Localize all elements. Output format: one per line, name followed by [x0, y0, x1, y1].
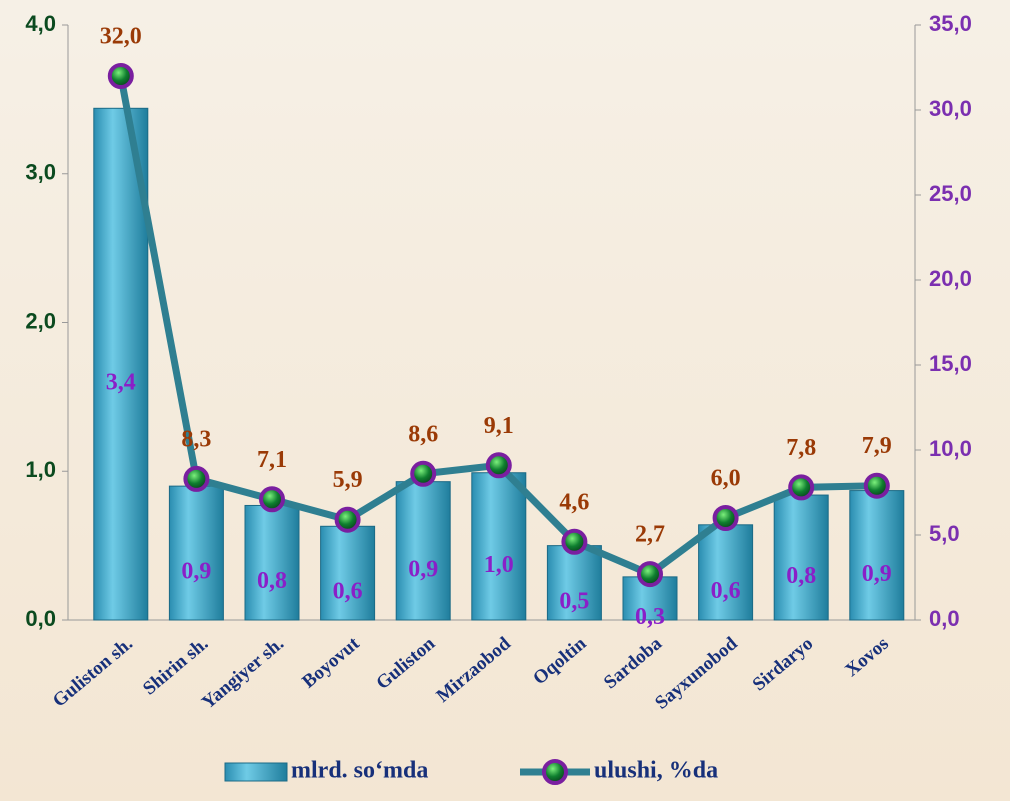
- y2-tick-label: 5,0: [929, 521, 960, 546]
- y2-tick-label: 20,0: [929, 266, 972, 291]
- line-label: 9,1: [484, 413, 514, 439]
- legend-marker: [544, 761, 566, 783]
- bar-label: 0,9: [181, 559, 211, 585]
- bar: [774, 495, 828, 620]
- bar: [850, 491, 904, 620]
- bar: [396, 482, 450, 620]
- line-label: 7,8: [786, 435, 816, 461]
- line-label: 5,9: [333, 467, 363, 493]
- bar-label: 3,4: [106, 370, 136, 396]
- bar: [699, 525, 753, 620]
- page: 0,0 1,0 2,0 3,0 4,0 0,0 5,0 10,0 15,0 20,0 25,0 30,…: [0, 0, 1010, 801]
- chart: 0,0 1,0 2,0 3,0 4,0 0,0 5,0 10,0 15,0 20,0 25,0 30,…: [0, 0, 1010, 801]
- bar: [472, 473, 526, 620]
- legend-label: mlrd. so‘mda: [291, 758, 428, 784]
- x-tick-label: Guliston sh.: [49, 633, 137, 712]
- bar: [321, 526, 375, 620]
- line-label: 7,9: [862, 433, 892, 459]
- y-tick-label: 2,0: [25, 308, 56, 333]
- line-marker: [563, 531, 585, 553]
- y2-tick-label: 25,0: [929, 181, 972, 206]
- bar-label: 0,8: [786, 563, 816, 589]
- line-marker: [790, 476, 812, 498]
- line-marker: [488, 454, 510, 476]
- line-marker: [110, 65, 132, 87]
- x-tick-label: Guliston: [372, 633, 439, 694]
- line-label: 7,1: [257, 447, 287, 473]
- x-tick-label: Shirin sh.: [139, 633, 212, 699]
- y2-tick-label: 0,0: [929, 606, 960, 631]
- x-tick-label: Sardoba: [600, 633, 666, 694]
- y-tick-label: 4,0: [25, 11, 56, 36]
- bar: [245, 505, 299, 620]
- x-tick-label: Xovos: [841, 633, 893, 681]
- bar-label: 0,8: [257, 568, 287, 594]
- y2-tick-label: 35,0: [929, 11, 972, 36]
- x-tick-label: Yangiyer sh.: [198, 633, 288, 713]
- line-marker: [185, 468, 207, 490]
- y-tick-label: 1,0: [25, 457, 56, 482]
- bar-label: 0,5: [559, 588, 589, 614]
- bar-label: 0,9: [862, 561, 892, 587]
- line-label: 32,0: [100, 24, 142, 50]
- x-tick-label: Sayxunobod: [651, 633, 742, 714]
- x-tick-label: Mirzaobod: [433, 633, 516, 707]
- line-marker: [715, 507, 737, 529]
- y-tick-label: 3,0: [25, 160, 56, 185]
- line-marker: [639, 563, 661, 585]
- x-tick-label: Sirdaryo: [749, 633, 817, 695]
- y-tick-label: 0,0: [25, 606, 56, 631]
- bar-label: 0,6: [333, 579, 363, 605]
- line-label: 8,6: [408, 421, 438, 447]
- line-marker: [412, 463, 434, 485]
- line-label: 8,3: [181, 426, 211, 452]
- bar-label: 0,6: [711, 578, 741, 604]
- y2-tick-label: 30,0: [929, 96, 972, 121]
- line-marker: [261, 488, 283, 510]
- line-marker: [866, 475, 888, 497]
- line-label: 4,6: [559, 489, 589, 515]
- x-tick-label: Boyovut: [298, 633, 364, 693]
- y2-tick-label: 10,0: [929, 436, 972, 461]
- bar-label: 0,3: [635, 604, 665, 630]
- y2-tick-label: 15,0: [929, 351, 972, 376]
- x-tick-label: Oqoltin: [529, 633, 591, 689]
- legend-label: ulushi, %da: [594, 758, 718, 784]
- line-marker: [337, 509, 359, 531]
- bar-label: 0,9: [408, 556, 438, 582]
- line-label: 2,7: [635, 522, 665, 548]
- line-label: 6,0: [711, 466, 741, 492]
- bar: [169, 486, 223, 620]
- bar-label: 1,0: [484, 552, 514, 578]
- legend-swatch: [225, 763, 287, 781]
